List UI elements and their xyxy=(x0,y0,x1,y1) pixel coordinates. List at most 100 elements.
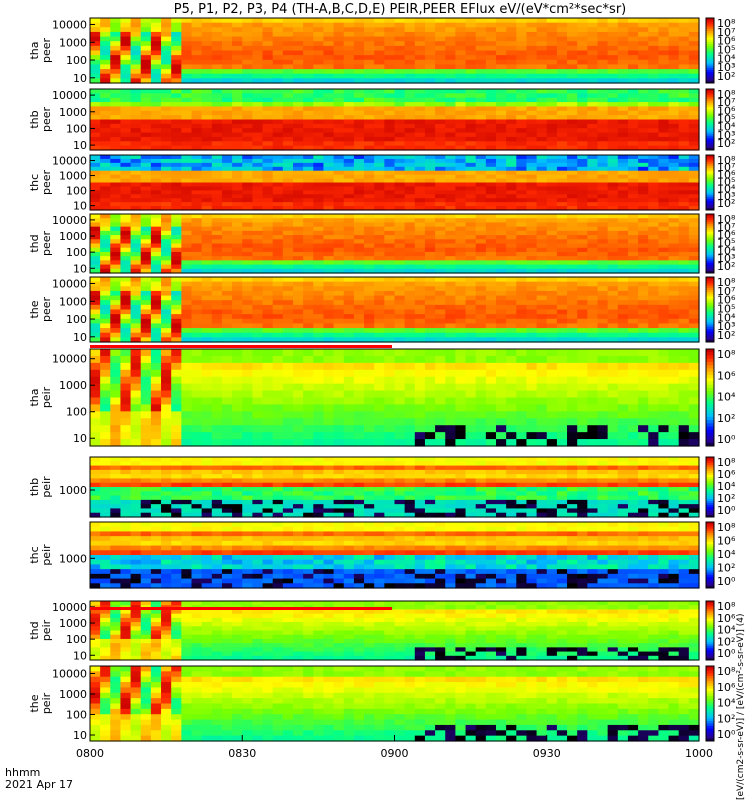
heat-cell xyxy=(110,198,122,203)
heat-cell xyxy=(455,110,467,116)
heat-cell xyxy=(455,145,467,151)
heat-cell xyxy=(140,141,152,147)
heat-cell xyxy=(506,226,517,232)
heat-cell xyxy=(627,128,639,134)
heat-cell xyxy=(201,390,213,399)
colorbar-segment xyxy=(706,191,714,194)
heat-cell xyxy=(577,260,588,266)
heat-cell xyxy=(191,256,203,261)
heat-cell xyxy=(161,194,172,199)
heat-cell xyxy=(221,36,233,42)
heat-cell xyxy=(353,337,365,343)
heat-cell xyxy=(496,337,507,343)
heat-cell xyxy=(201,31,213,38)
colorbar-segment xyxy=(706,324,714,328)
heat-cell xyxy=(100,349,111,357)
heat-cell xyxy=(496,304,507,311)
y-tick-label: 10000 xyxy=(52,278,87,291)
heat-cell xyxy=(475,145,487,151)
heat-cell xyxy=(445,69,456,75)
heat-cell xyxy=(150,174,162,180)
heat-cell xyxy=(688,218,700,224)
heat-cell xyxy=(424,439,436,447)
heat-cell xyxy=(556,93,568,99)
heat-cell xyxy=(678,45,690,52)
heat-cell xyxy=(221,97,233,103)
heat-cell xyxy=(120,390,132,399)
heat-cell xyxy=(282,362,294,371)
heat-cell xyxy=(536,309,548,315)
heat-cell xyxy=(577,123,588,129)
heat-cell xyxy=(232,239,243,245)
heat-cell xyxy=(546,295,558,301)
heat-cell xyxy=(110,226,122,232)
heat-cell xyxy=(221,268,233,274)
heat-cell xyxy=(688,22,700,28)
heat-cell xyxy=(262,376,274,385)
heat-cell xyxy=(668,256,680,261)
heat-cell xyxy=(648,170,659,176)
heat-cell xyxy=(688,286,700,292)
heat-cell xyxy=(658,18,670,24)
heat-cell xyxy=(404,198,416,203)
heat-cell xyxy=(404,64,416,70)
heat-cell xyxy=(120,281,132,287)
heat-cell xyxy=(404,110,416,116)
heat-cell xyxy=(313,141,325,147)
heat-cell xyxy=(120,158,132,164)
heat-cell xyxy=(364,128,375,134)
heat-cell xyxy=(485,194,497,199)
heat-cell xyxy=(404,256,416,261)
heat-cell xyxy=(100,383,111,392)
heat-cell xyxy=(546,264,558,270)
colorbar-tick-label: 10⁸ xyxy=(717,276,736,289)
heat-cell xyxy=(384,309,396,315)
heat-cell xyxy=(303,155,314,160)
heat-cell xyxy=(100,178,111,184)
heat-cell xyxy=(465,110,477,116)
heat-cell xyxy=(668,332,680,338)
heat-cell xyxy=(100,89,111,94)
heat-cell xyxy=(120,45,132,52)
heat-cell xyxy=(120,230,132,236)
heat-cell xyxy=(648,218,659,224)
heat-cell xyxy=(161,102,172,108)
heat-cell xyxy=(364,123,375,129)
heat-cell xyxy=(313,268,325,274)
heat-cell xyxy=(597,102,609,108)
heat-cell xyxy=(424,247,436,253)
heat-cell xyxy=(130,337,142,343)
heat-cell xyxy=(516,50,528,56)
heat-cell xyxy=(323,119,335,125)
heat-cell xyxy=(130,268,142,274)
heat-cell xyxy=(404,376,416,385)
heat-cell xyxy=(587,281,599,287)
heat-cell xyxy=(374,349,385,357)
heat-cell xyxy=(465,18,477,24)
heat-cell xyxy=(100,222,111,228)
heat-cell xyxy=(150,383,162,392)
heat-cell xyxy=(506,123,517,129)
heat-cell xyxy=(465,214,477,219)
heat-cell xyxy=(181,155,193,160)
colorbar-tick-label: 10² xyxy=(717,137,735,150)
heat-cell xyxy=(455,256,467,261)
colorbar-segment xyxy=(706,20,714,23)
colorbar-segment xyxy=(706,78,714,82)
heat-cell xyxy=(668,304,680,311)
heat-cell xyxy=(516,295,528,301)
heat-cell xyxy=(617,264,629,270)
heat-cell xyxy=(496,145,507,151)
heat-cell xyxy=(333,277,345,283)
heat-cell xyxy=(384,50,396,56)
heat-cell xyxy=(201,198,213,203)
heat-cell xyxy=(353,418,365,426)
heat-cell xyxy=(221,132,233,138)
heat-cell xyxy=(282,300,294,306)
heat-cell xyxy=(110,243,122,249)
heat-cell xyxy=(424,235,436,240)
heat-cell xyxy=(597,145,609,151)
heat-cell xyxy=(567,314,578,320)
heat-cell xyxy=(140,162,152,168)
